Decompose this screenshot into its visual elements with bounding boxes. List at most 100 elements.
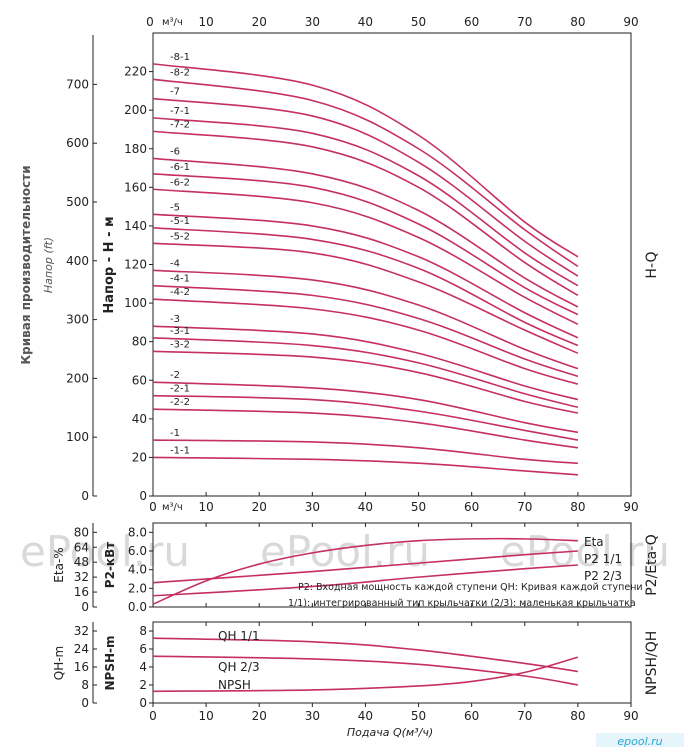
ft-tick-label: 100 bbox=[66, 430, 89, 444]
eta-tick-label: 32 bbox=[74, 570, 89, 584]
x-tick-label: 20 bbox=[252, 709, 267, 723]
x-tick-label: 40 bbox=[358, 500, 373, 514]
p2eta-curve bbox=[152, 564, 578, 597]
p2eta-plot-frame bbox=[152, 522, 632, 608]
series-label: -7-1 bbox=[170, 106, 190, 117]
y-tick-label: 220 bbox=[124, 65, 147, 79]
hq-curve bbox=[152, 394, 579, 441]
series-label: -3-2 bbox=[170, 339, 190, 350]
series-label: -4-1 bbox=[170, 274, 190, 285]
x-tick-label: 10 bbox=[198, 500, 213, 514]
ft-tick-label: 0 bbox=[81, 489, 89, 503]
y-tick-label: 2.0 bbox=[128, 581, 147, 595]
y-tick-label: 140 bbox=[124, 219, 147, 233]
ft-tick-label: 500 bbox=[66, 195, 89, 209]
qh-tick-label: 32 bbox=[74, 624, 89, 638]
series-label: -1-1 bbox=[170, 445, 190, 456]
x-tick-label: 10 bbox=[198, 15, 213, 29]
series-label: QH 1/1 bbox=[218, 629, 260, 643]
brand-logo bbox=[596, 733, 684, 747]
x-tick-label: 0 bbox=[146, 15, 154, 29]
y-axis-title: NPSH-m bbox=[103, 635, 117, 690]
ft-tick-label: 400 bbox=[66, 254, 89, 268]
brand-text: epool.ru bbox=[617, 735, 662, 748]
qh-tick-label: 0 bbox=[81, 696, 89, 710]
x-tick-label: 70 bbox=[517, 15, 532, 29]
x-tick-label: 90 bbox=[623, 500, 638, 514]
series-label: -8-1 bbox=[170, 52, 190, 63]
y-axis-title: P2-кВт bbox=[103, 542, 117, 588]
qh-tick-label: 24 bbox=[74, 642, 89, 656]
y-tick-label: 0 bbox=[139, 696, 147, 710]
hq-curve bbox=[152, 173, 579, 316]
hq-curve bbox=[152, 269, 579, 370]
x-tick-label: 90 bbox=[623, 15, 638, 29]
hq-curve bbox=[152, 381, 579, 434]
y-tick-label: 4.0 bbox=[128, 563, 147, 577]
series-label: -5 bbox=[170, 202, 180, 213]
x-tick-label: 10 bbox=[198, 709, 213, 723]
x-tick-label: 70 bbox=[517, 500, 532, 514]
y-tick-label: 40 bbox=[132, 412, 147, 426]
y-tick-label: 20 bbox=[132, 450, 147, 464]
series-label: -2-1 bbox=[170, 384, 190, 395]
series-label: QH 2/3 bbox=[218, 660, 260, 674]
x-axis-unit: м³/ч bbox=[162, 17, 183, 28]
x-tick-label: 50 bbox=[411, 500, 426, 514]
series-label: -7 bbox=[170, 87, 180, 98]
hq-curve bbox=[152, 284, 579, 378]
x-axis-title: Подача Q(м³/ч) bbox=[347, 726, 433, 739]
panel-right-label: H-Q bbox=[644, 251, 660, 278]
x-tick-label: 50 bbox=[411, 15, 426, 29]
x-tick-label: 0 bbox=[149, 709, 157, 723]
hq-curve bbox=[152, 130, 579, 297]
eta-tick-label: 16 bbox=[74, 585, 89, 599]
series-label: -3 bbox=[170, 314, 180, 325]
y-tick-label: 2 bbox=[139, 678, 147, 692]
ft-tick-label: 700 bbox=[66, 77, 89, 91]
series-label: -2 bbox=[170, 370, 180, 381]
series-label: P2 2/3 bbox=[584, 569, 622, 583]
x-tick-label: 60 bbox=[464, 500, 479, 514]
p2eta-curve bbox=[152, 550, 578, 584]
panel-right-label: NPSH/QH bbox=[644, 631, 660, 696]
hq-curve bbox=[152, 63, 579, 258]
x-tick-label: 60 bbox=[464, 709, 479, 723]
series-label: -6-1 bbox=[170, 162, 190, 173]
x-tick-label: 70 bbox=[517, 709, 532, 723]
hq-curve bbox=[152, 117, 579, 287]
y-tick-label: 6 bbox=[139, 642, 147, 656]
y-tick-label: 100 bbox=[124, 296, 147, 310]
panel-right-label: P2/Eta-Q bbox=[644, 534, 660, 596]
series-label: P2 1/1 bbox=[584, 552, 622, 566]
y-tick-label: 180 bbox=[124, 142, 147, 156]
y-tick-label: 6.0 bbox=[128, 544, 147, 558]
note-text: P2: Входная мощность каждой ступени QH: … bbox=[298, 582, 643, 593]
hq-curve bbox=[152, 188, 579, 326]
x-tick-label: 40 bbox=[358, 709, 373, 723]
series-label: -6 bbox=[170, 146, 180, 157]
series-label: -1 bbox=[170, 428, 180, 439]
hq-curve bbox=[152, 227, 579, 347]
x-tick-label: 80 bbox=[570, 709, 585, 723]
ft-tick-label: 600 bbox=[66, 136, 89, 150]
x-tick-label: 80 bbox=[570, 15, 585, 29]
qh-axis-title: QH-m bbox=[52, 646, 66, 681]
y-tick-label: 200 bbox=[124, 103, 147, 117]
series-label: -5-1 bbox=[170, 216, 190, 227]
qh-tick-label: 16 bbox=[74, 660, 89, 674]
x-tick-label: 90 bbox=[623, 709, 638, 723]
y-tick-label: 80 bbox=[132, 335, 147, 349]
x-tick-label: 30 bbox=[305, 709, 320, 723]
x-tick-label: 40 bbox=[358, 15, 373, 29]
ft-axis-title: Напор (ft) bbox=[42, 237, 55, 293]
x-tick-label: 30 bbox=[305, 15, 320, 29]
hq-curve bbox=[152, 97, 579, 277]
note-text: 1/1): интегрированный тип крыльчатки (2/… bbox=[288, 598, 636, 609]
x-tick-label: 80 bbox=[570, 500, 585, 514]
x-tick-label: 50 bbox=[411, 709, 426, 723]
hq-curve bbox=[152, 242, 579, 354]
hq-curve bbox=[152, 298, 579, 385]
y-tick-label: 60 bbox=[132, 373, 147, 387]
